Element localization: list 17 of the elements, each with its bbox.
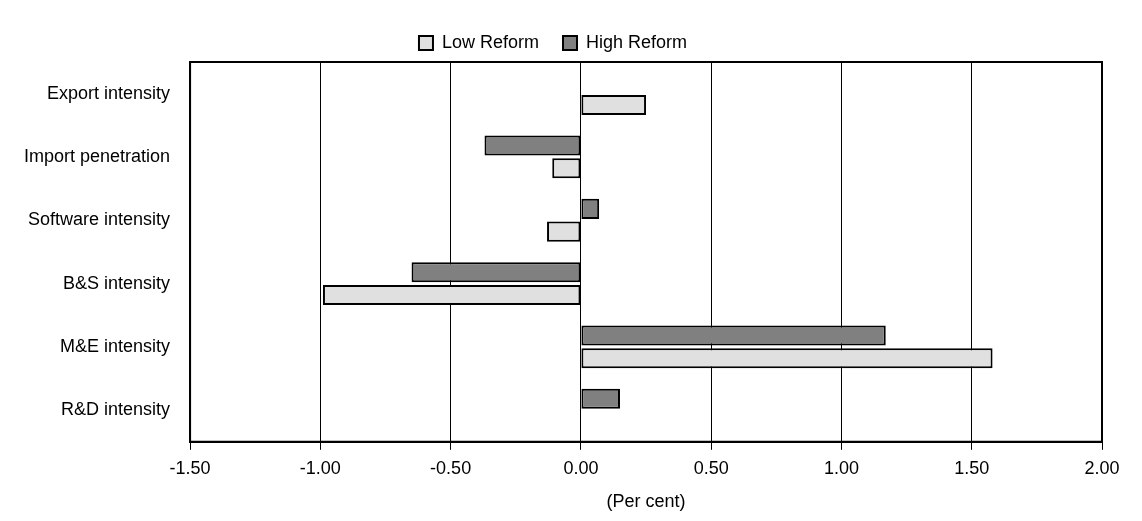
- x-tick-label: -1.00: [299, 457, 341, 478]
- x-tick-label: 2.00: [1084, 457, 1120, 478]
- y-tick-label: Import penetration: [23, 145, 171, 166]
- x-axis-title: (Per cent): [606, 491, 686, 512]
- x-tick-label: 0.50: [693, 457, 729, 478]
- x-tick-label: 0.00: [563, 457, 599, 478]
- y-tick-label: M&E intensity: [60, 335, 171, 356]
- legend-label: Low Reform: [441, 31, 539, 52]
- x-tick-label: 1.00: [823, 457, 859, 478]
- y-tick-label: Export intensity: [47, 82, 171, 103]
- y-tick-label: R&D intensity: [61, 399, 171, 420]
- legend-label: High Reform: [586, 31, 688, 52]
- x-tick-label: -1.50: [169, 457, 211, 478]
- y-tick-label: Software intensity: [28, 209, 171, 230]
- x-tick-label: 1.50: [954, 457, 990, 478]
- y-tick-label: B&S intensity: [63, 272, 171, 293]
- x-tick-label: -0.50: [430, 457, 472, 478]
